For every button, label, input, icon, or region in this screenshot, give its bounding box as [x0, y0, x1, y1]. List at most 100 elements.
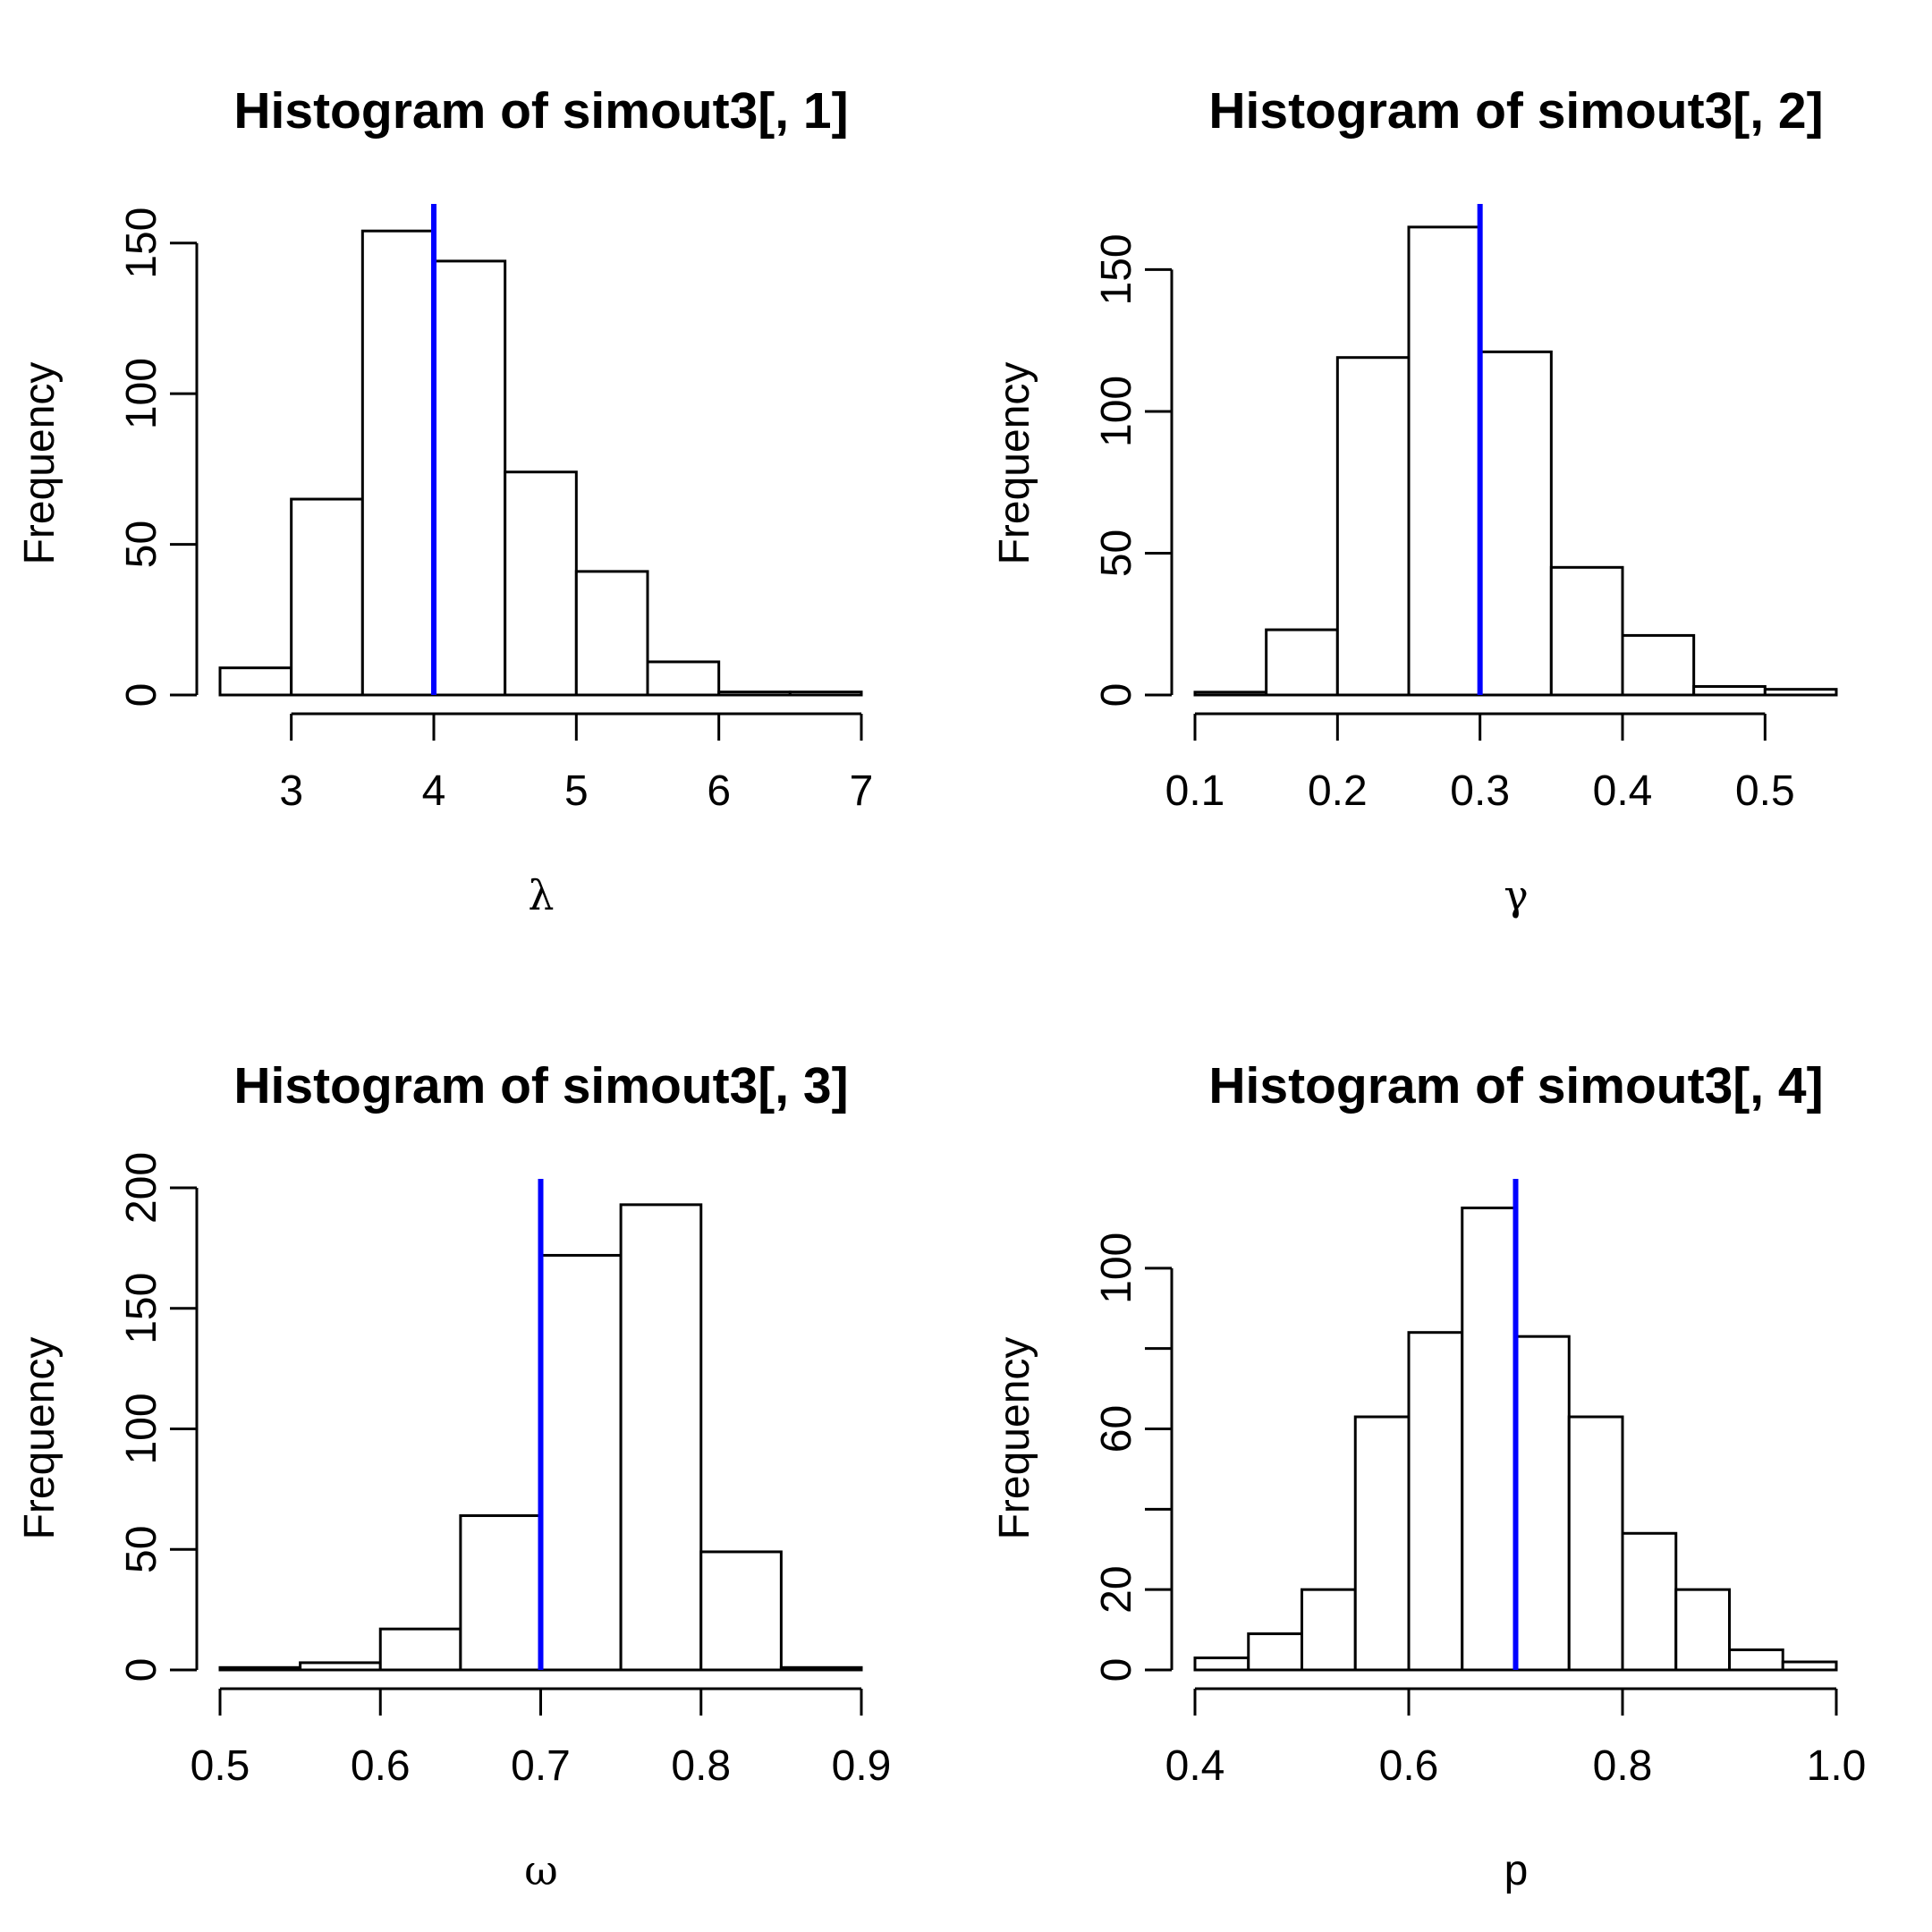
- y-tick-label: 100: [1093, 1233, 1140, 1304]
- chart-title: Histogram of simout3[, 4]: [1208, 1057, 1823, 1114]
- histogram-bar: [1567, 1415, 1624, 1672]
- histogram-bar: [1763, 688, 1838, 697]
- histogram-bar: [360, 229, 436, 697]
- histogram-bar: [1193, 691, 1268, 697]
- y-tick-label: 200: [118, 1152, 165, 1224]
- x-axis-label: ω: [524, 1846, 558, 1894]
- histogram-bar: [574, 570, 649, 697]
- panel-2: Histogram of simout3[, 2] Frequency γ 0.…: [991, 82, 1838, 919]
- x-tick-label: 3: [279, 767, 303, 815]
- histogram-bar: [459, 1514, 542, 1672]
- y-tick-label: 100: [1093, 376, 1140, 447]
- y-axis: 0 50 100 150: [118, 208, 199, 708]
- bars: [218, 1203, 863, 1672]
- histogram-bar: [1407, 1331, 1464, 1672]
- x-tick-label: 0.5: [1735, 767, 1795, 815]
- histogram-bar: [539, 1253, 623, 1672]
- panel-4: Histogram of simout3[, 4] Frequency p 0.…: [991, 1057, 1866, 1894]
- x-tick-label: 0.3: [1450, 767, 1510, 815]
- histogram-bar: [1265, 628, 1339, 697]
- y-tick-label: 50: [118, 521, 165, 568]
- x-axis: 0.5 0.6 0.7 0.8 0.9: [191, 1687, 892, 1790]
- histogram-bar: [1621, 1531, 1678, 1672]
- x-tick-label: 5: [564, 767, 589, 815]
- x-axis: 0.4 0.6 0.8 1.0: [1165, 1687, 1867, 1790]
- x-tick-label: 0.4: [1165, 1742, 1225, 1790]
- y-axis: 0 50 100 150: [1093, 233, 1174, 708]
- histogram-bar: [699, 1550, 783, 1672]
- x-axis-label: γ: [1504, 871, 1529, 919]
- histogram-bar: [646, 660, 721, 697]
- x-tick-label: 1.0: [1807, 1742, 1867, 1790]
- histogram-bar: [504, 470, 578, 697]
- histogram-bar: [717, 691, 792, 697]
- histogram-bar: [1335, 356, 1411, 697]
- histogram-bar: [788, 691, 863, 697]
- y-tick-label: 20: [1093, 1565, 1140, 1613]
- x-tick-label: 0.2: [1308, 767, 1368, 815]
- x-axis-label: p: [1504, 1847, 1529, 1894]
- x-tick-label: 0.6: [1379, 1742, 1439, 1790]
- bars: [1193, 1206, 1838, 1672]
- histogram-bar: [1301, 1588, 1357, 1672]
- histogram-bar: [299, 1661, 382, 1672]
- x-tick-label: 4: [422, 767, 446, 815]
- y-tick-label: 100: [118, 1393, 165, 1464]
- histogram-bar: [432, 259, 507, 697]
- x-tick-label: 0.6: [351, 1742, 411, 1790]
- y-axis: 0 50 100 150 200: [118, 1152, 199, 1682]
- y-tick-label: 60: [1093, 1405, 1140, 1453]
- x-tick-label: 0.4: [1593, 767, 1653, 815]
- y-tick-label: 50: [118, 1526, 165, 1573]
- y-axis-label: Frequency: [991, 1337, 1038, 1540]
- x-tick-label: 0.7: [511, 1742, 571, 1790]
- histogram-bar: [378, 1627, 462, 1672]
- histogram-bar: [218, 1665, 302, 1672]
- y-tick-label: 0: [1093, 1658, 1140, 1682]
- histogram-bar: [1621, 633, 1696, 697]
- panel-1: Histogram of simout3[, 1] Frequency λ 3 4…: [16, 82, 873, 919]
- histogram-bar: [1247, 1632, 1303, 1672]
- histogram-bar: [1407, 225, 1482, 697]
- x-tick-label: 0.8: [671, 1742, 731, 1790]
- y-tick-label: 150: [1093, 233, 1140, 305]
- x-tick-label: 7: [850, 767, 874, 815]
- histogram-bar: [1674, 1588, 1731, 1672]
- y-tick-label: 0: [118, 683, 165, 708]
- x-tick-label: 0.8: [1593, 1742, 1653, 1790]
- x-tick-label: 0.9: [832, 1742, 892, 1790]
- histogram-bar: [1479, 350, 1553, 697]
- chart-title: Histogram of simout3[, 1]: [233, 82, 848, 140]
- panel-3: Histogram of simout3[, 3] Frequency ω 0.…: [16, 1057, 891, 1894]
- x-axis: 3 4 5 6 7: [279, 712, 874, 815]
- histogram-bar: [290, 497, 364, 697]
- histogram-bar: [1193, 1657, 1250, 1672]
- y-tick-label: 0: [118, 1658, 165, 1682]
- y-axis-label: Frequency: [16, 1337, 64, 1540]
- histogram-bar: [779, 1665, 863, 1672]
- histogram-bar: [1353, 1415, 1411, 1672]
- y-tick-label: 0: [1093, 683, 1140, 708]
- chart-title: Histogram of simout3[, 3]: [233, 1057, 848, 1114]
- x-tick-label: 0.5: [191, 1742, 250, 1790]
- y-tick-label: 150: [118, 1273, 165, 1344]
- y-tick-label: 50: [1093, 530, 1140, 577]
- histogram-bar: [619, 1203, 703, 1672]
- y-tick-label: 150: [118, 208, 165, 279]
- y-axis-label: Frequency: [991, 362, 1038, 565]
- x-axis: 0.1 0.2 0.3 0.4 0.5: [1165, 712, 1795, 815]
- y-axis-label: Frequency: [16, 362, 64, 565]
- bars: [218, 229, 863, 697]
- x-tick-label: 0.1: [1165, 767, 1225, 815]
- histogram-bar: [1549, 565, 1624, 697]
- y-axis: 0 20 60 100: [1093, 1233, 1174, 1682]
- chart-title: Histogram of simout3[, 2]: [1208, 82, 1823, 140]
- y-tick-label: 100: [118, 358, 165, 429]
- x-tick-label: 6: [707, 767, 731, 815]
- histogram-bar: [1514, 1335, 1571, 1672]
- histogram-bar: [1461, 1206, 1517, 1672]
- histogram-bar: [1692, 684, 1767, 697]
- bars: [1193, 225, 1838, 697]
- histogram-bar: [1728, 1648, 1784, 1672]
